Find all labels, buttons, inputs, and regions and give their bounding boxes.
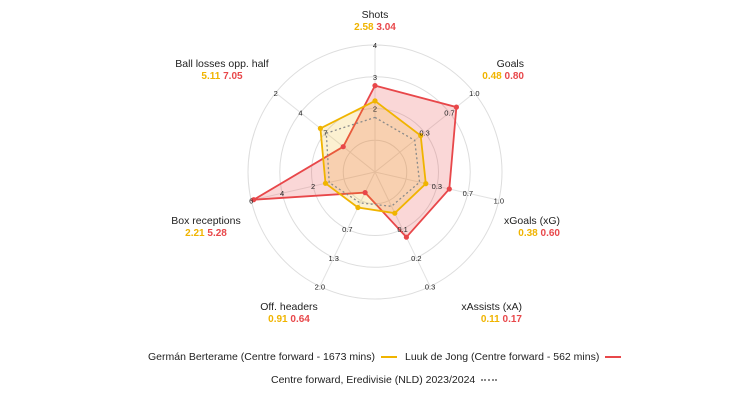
legend-baseline-swatch: [481, 379, 498, 381]
axis-values-2: 0.48 0.80: [482, 71, 524, 82]
axis-value-b-3: 0.60: [541, 228, 561, 239]
spoke-3: [374, 171, 499, 201]
axis-value-a-4: 0.11: [481, 314, 503, 325]
series-1-point-2: [418, 133, 424, 139]
series-2-point-7: [340, 144, 346, 150]
legend-series-b-label: Luuk de Jong (Centre forward - 562 mins): [405, 351, 600, 363]
axis-value-b-4: 0.17: [503, 314, 523, 325]
tick-label-2-1: 0.3: [419, 128, 429, 137]
axis-values-1: 2.58 3.04: [354, 22, 396, 33]
series-polygon-1: [319, 99, 427, 215]
tick-label-3-1: 0.3: [432, 182, 442, 191]
axis-label-3: xGoals (xG): [504, 215, 560, 227]
series-1-point-7: [317, 125, 323, 131]
tick-label-4-2: 0.2: [411, 254, 421, 263]
axis-value-a-6: 2.21: [185, 228, 207, 239]
series-2-point-6: [251, 197, 257, 203]
tick-label-1-3: 4: [373, 41, 377, 50]
series-1-point-4: [392, 210, 398, 216]
tick-label-7-2: 4: [298, 109, 302, 118]
spoke-6: [251, 171, 376, 201]
legend-series-a-swatch: [381, 356, 397, 358]
tick-label-5-1: 0.7: [342, 225, 352, 234]
series-1-point-6: [322, 180, 329, 186]
tick-label-7-3: 2: [274, 89, 278, 98]
series-2-point-5: [362, 190, 368, 196]
axis-values-6: 2.21 5.28: [185, 228, 227, 239]
series-2-point-1: [372, 83, 378, 89]
spoke-7: [275, 92, 376, 173]
legend-baseline-label: Centre forward, Eredivisie (NLD) 2023/20…: [271, 374, 476, 386]
axis-value-a-7: 5.11: [201, 71, 223, 82]
tick-label-4-1: 0.1: [397, 225, 407, 234]
series-2-point-4: [403, 234, 409, 240]
series-1-point-3: [423, 181, 429, 187]
tick-label-2-3: 1.0: [469, 89, 479, 98]
axis-values-4: 0.11 0.17: [481, 314, 523, 325]
tick-label-4-3: 0.3: [425, 282, 435, 291]
axis-label-4: xAssists (xA): [461, 301, 522, 313]
tick-label-2-2: 0.7: [444, 109, 454, 118]
tick-label-6-1: 2: [311, 182, 315, 191]
axis-value-a-1: 2.58: [354, 22, 376, 33]
axis-value-b-5: 0.64: [290, 314, 310, 325]
series-polygon-3: [325, 116, 421, 207]
tick-label-1-1: 2: [373, 105, 377, 114]
series-1-point-1: [372, 98, 378, 104]
series-1-point-5: [355, 204, 361, 211]
tick-label-5-3: 2.0: [315, 282, 325, 291]
radar-chart: 2 3 4 0.3 0.7 1.0 0.3 0.7 1.0 0.1 0.2 0.3 0.7 1.3 2.0 2…: [171, 9, 560, 325]
axis-value-a-3: 0.38: [518, 228, 540, 239]
axis-value-b-7: 7.05: [223, 71, 243, 82]
legend-series-b: Luuk de Jong (Centre forward - 562 mins): [405, 351, 622, 363]
tick-label-7-1: 7: [323, 128, 327, 137]
spoke-4: [374, 171, 431, 287]
axis-label-2: Goals: [497, 58, 524, 70]
legend-baseline: Centre forward, Eredivisie (NLD) 2023/20…: [271, 374, 498, 386]
axis-value-a-5: 0.91: [268, 314, 290, 325]
axis-label-1: Shots: [362, 9, 389, 21]
axis-values-7: 5.11 7.05: [201, 71, 243, 82]
axis-value-b-6: 5.28: [207, 228, 227, 239]
axis-values-5: 0.91 0.64: [268, 314, 310, 325]
tick-label-6-2: 4: [280, 189, 284, 198]
axis-values-3: 0.38 0.60: [518, 228, 560, 239]
tick-label-5-2: 1.3: [328, 254, 338, 263]
series-2-point-2: [453, 104, 459, 110]
axis-value-a-2: 0.48: [482, 71, 504, 82]
tick-label-3-3: 1.0: [494, 196, 504, 205]
tick-label-6-3: 6: [249, 196, 253, 205]
axis-value-b-1: 3.04: [376, 22, 396, 33]
axis-label-6: Box receptions: [171, 215, 240, 227]
legend-series-a-label: Germán Berterame (Centre forward - 1673 …: [148, 351, 375, 363]
tick-label-1-2: 3: [373, 73, 377, 82]
legend-series-b-swatch: [605, 356, 622, 358]
axis-label-5: Off. headers: [260, 301, 318, 313]
legend-series-a: Germán Berterame (Centre forward - 1673 …: [148, 351, 397, 363]
axis-label-7: Ball losses opp. half: [175, 58, 268, 70]
tick-label-3-2: 0.7: [463, 189, 473, 198]
axis-value-b-2: 0.80: [505, 71, 525, 82]
series-2-point-3: [446, 186, 452, 192]
